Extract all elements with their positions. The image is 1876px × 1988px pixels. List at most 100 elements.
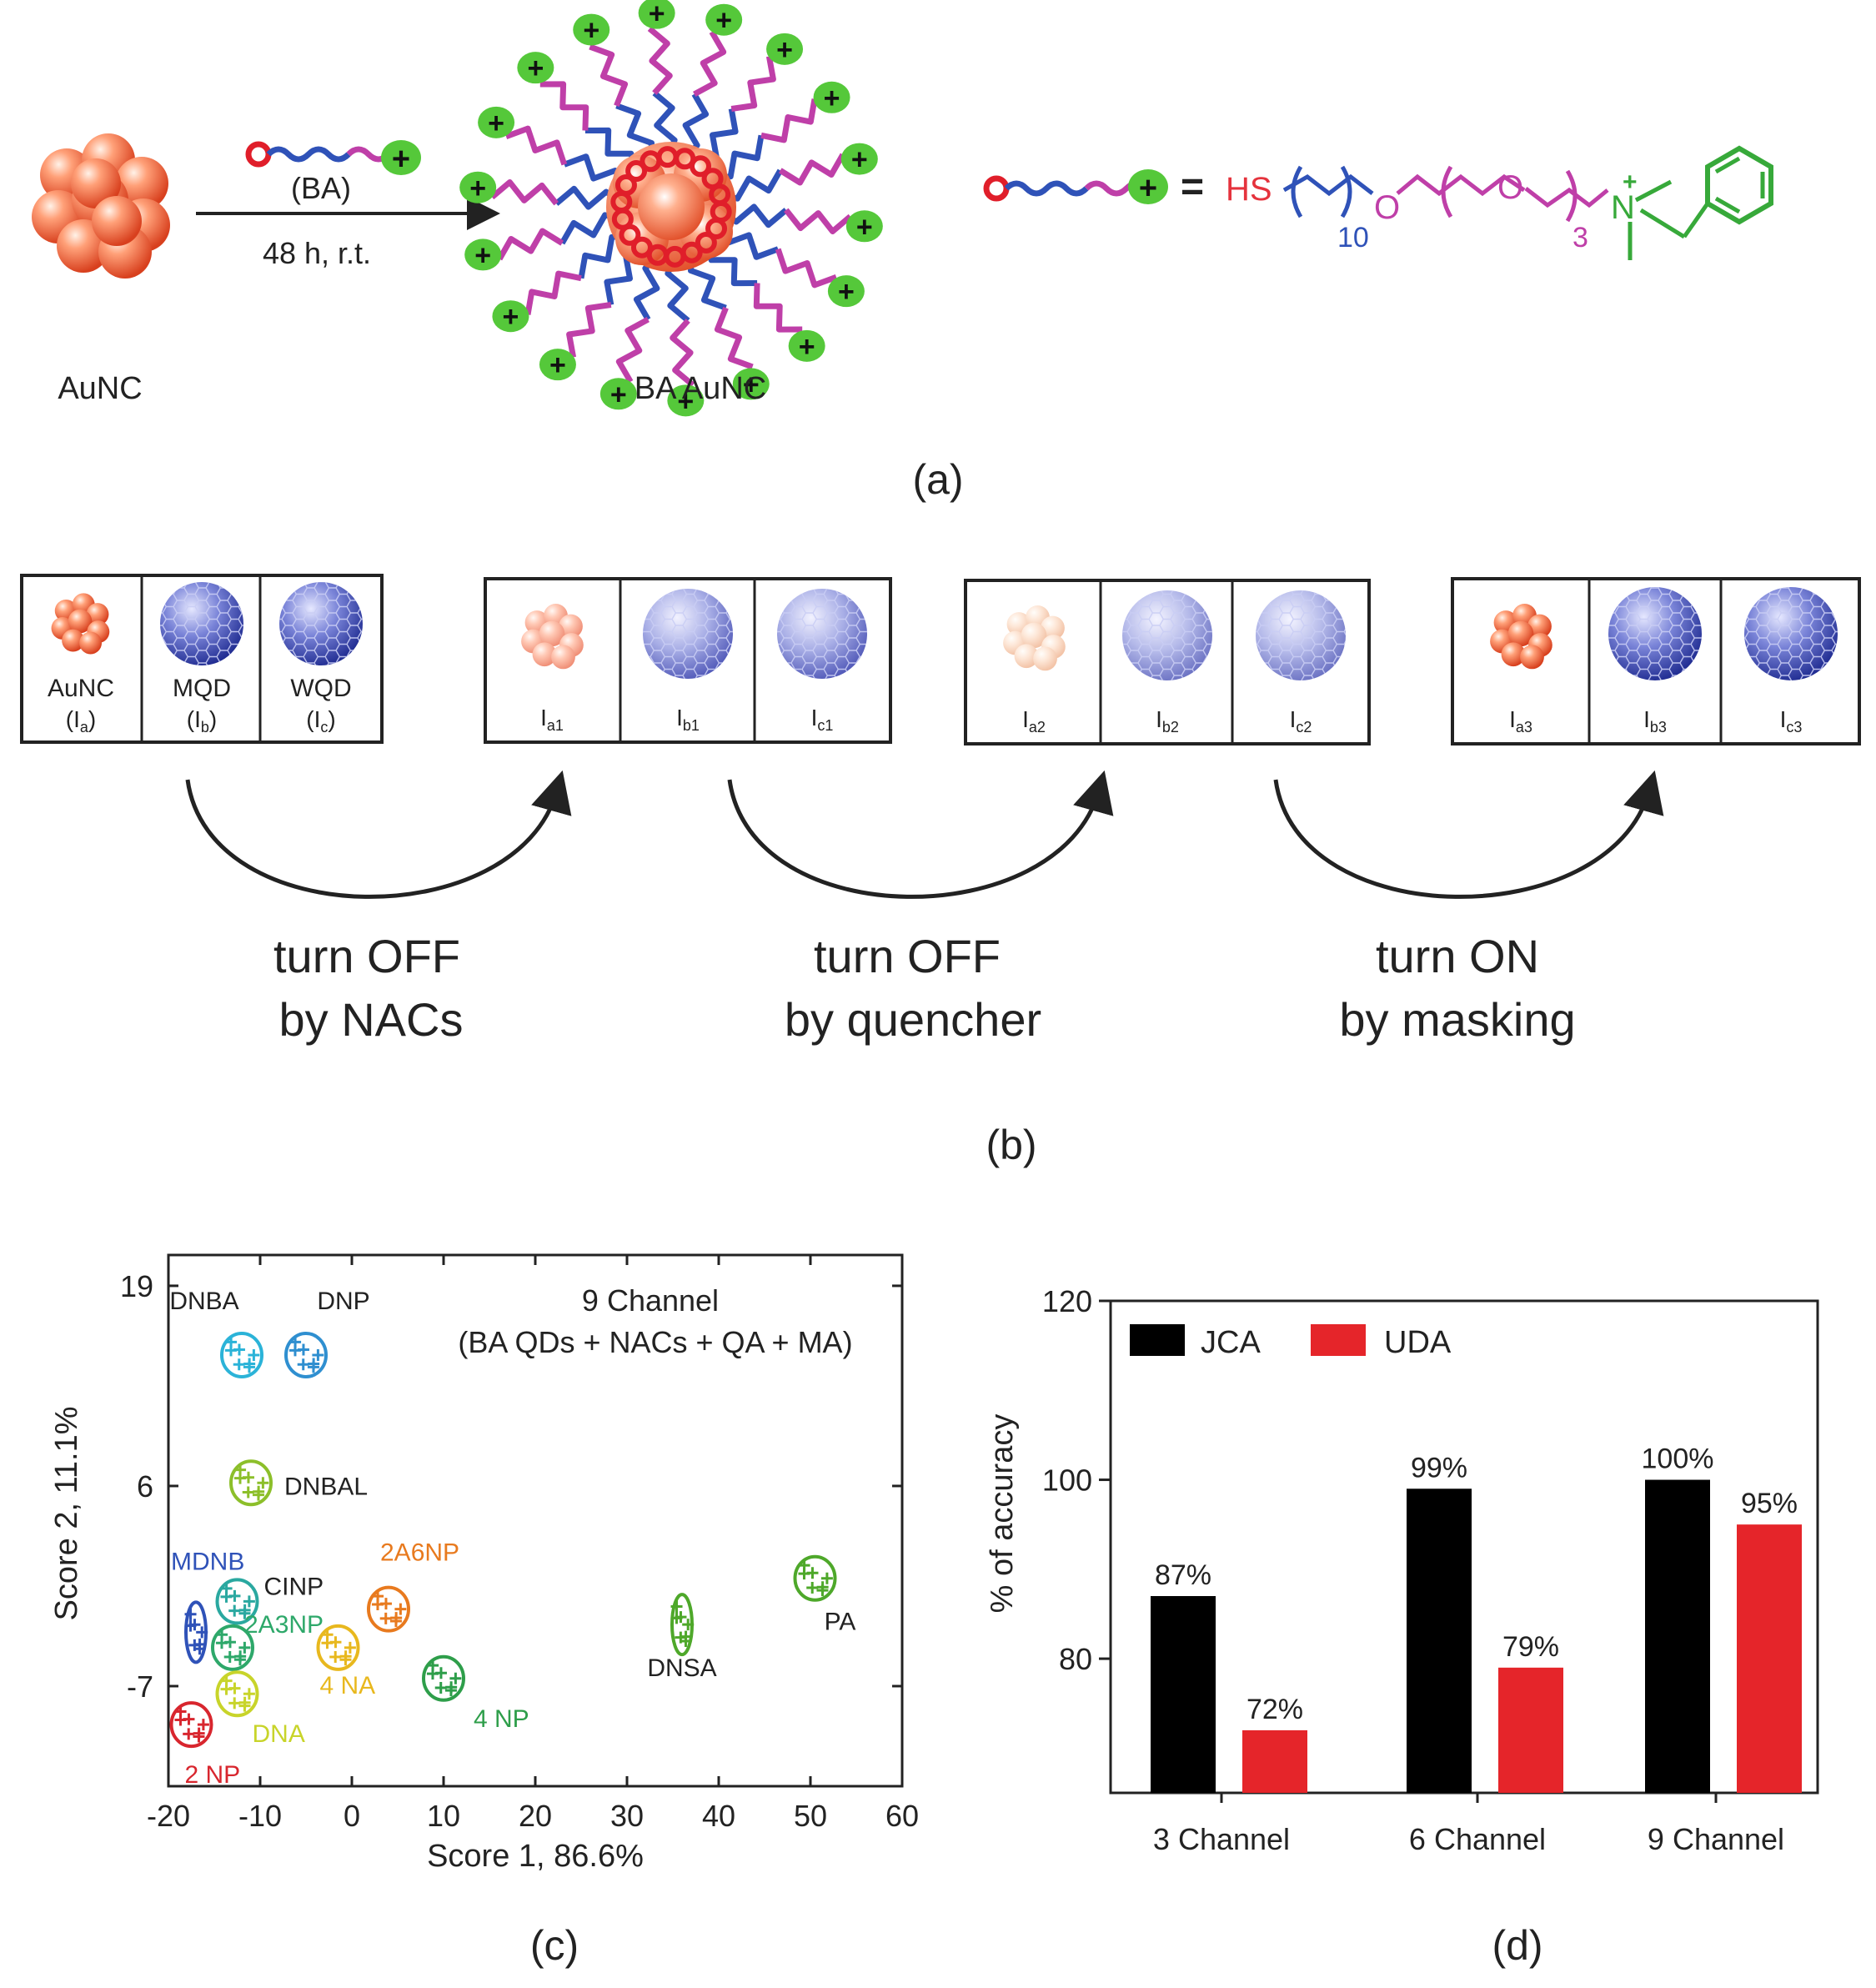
ic-label: (Ic) [306,706,335,735]
cluster-point [174,1705,187,1718]
cluster-label: 4 NP [474,1705,529,1733]
hs-label: HS [1226,171,1272,208]
cluster-point [297,1343,309,1356]
svg-text:+: + [776,34,793,66]
cluster-point [434,1681,447,1694]
wqd-box-label: WQD [290,675,351,702]
cluster-mdnb: MDNB [171,1548,244,1664]
ligand-ray: + [703,241,825,363]
cluster-point [449,1672,462,1684]
caption-c: (c) [530,1922,579,1969]
bar-value-label: 99% [1411,1452,1467,1483]
cluster-point [243,1688,255,1700]
cluster-point [223,1636,236,1649]
thiol-anchor [695,231,717,254]
bar-uda-3-channel [1242,1729,1307,1793]
ia3-label: Ia3 [1509,706,1532,735]
step2-line1: turn OFF [814,930,1001,982]
accuracy-bars: 87% 72% 99% 79% 100% 95% [1151,1443,1802,1793]
cluster-label: 2A6NP [380,1539,459,1567]
ib2-label: Ib2 [1156,706,1179,735]
cluster-label: CINP [264,1573,324,1600]
cluster-point [243,1595,255,1608]
bar-value-label: 100% [1642,1443,1714,1475]
cluster-point [242,1471,254,1483]
svg-text:+: + [610,379,627,410]
conditions-label: 48 h, r.t. [263,236,371,270]
cluster-point [329,1651,342,1664]
cluster-point [682,1619,695,1631]
cluster-point [445,1681,458,1694]
x-tick-label: -10 [238,1799,282,1833]
score-plot-xlabel: Score 1, 86.6% [427,1839,644,1874]
cluster-point [390,1612,403,1624]
cluster-point [216,1629,228,1641]
caption-b: (b) [986,1122,1036,1168]
curved-arrow-2 [727,770,1114,899]
cluster-ellipse [220,1332,263,1379]
cluster-ellipse [215,1670,259,1718]
thiol-anchor [630,236,653,259]
cluster-label: DNSA [647,1654,716,1682]
category-label: 9 Channel [1648,1822,1784,1856]
svg-text:+: + [474,239,491,271]
svg-text:+: + [851,144,868,176]
ligand-ray: + [539,244,644,381]
cluster-point [188,1619,201,1631]
nitrogen-charge: + [1623,168,1638,196]
svg-text:+: + [549,349,566,381]
ib1-label: Ib1 [676,705,700,734]
state-box-quencher: Ia2 Ib2 Ic2 [964,579,1371,746]
cluster-dnba: DNBA [169,1288,263,1379]
ia1-label: Ia1 [540,705,564,734]
svg-text:+: + [677,385,694,417]
cluster-point [228,1682,241,1694]
cluster-point [220,1582,233,1594]
aunc-restored-icon [1490,604,1552,670]
equals-sign: = [1181,165,1204,209]
state-box-initial: AuNC MQD WQD (Ia) (Ib) (Ic) [20,574,384,744]
cluster-point [197,1719,209,1731]
cluster-point [233,1343,245,1356]
cluster-point [675,1611,687,1624]
step3-line2: by masking [1339,993,1575,1046]
cluster-point [238,1641,251,1654]
panel-c: -20 -10 0 10 20 30 40 50 60 19 6 -7 DNBA DNP DNBAL MDN… [49,1253,919,1969]
cluster-point [329,1636,342,1649]
cluster-dnsa: DNSA [647,1593,717,1682]
cluster-ellipse [211,1624,254,1671]
ba-aunc-icon: + + + + + + + + + + + + + + + + + + [459,0,883,417]
cluster-point [193,1638,206,1650]
ligand-ray: + [712,81,850,182]
cluster-ellipse [367,1585,410,1633]
mqd-dim1-icon [643,589,733,679]
aunc-cluster-icon [32,133,170,279]
cluster-point [242,1486,254,1499]
cluster-point [321,1629,334,1641]
cluster-ellipse [316,1624,360,1671]
x-tick-label: 50 [794,1799,827,1833]
ligand-legend-icon: + [983,169,1168,206]
score-plot-subtitle: (BA QDs + NACs + QA + MA) [458,1325,852,1359]
y-tick-label: 19 [120,1269,153,1303]
category-label: 6 Channel [1409,1822,1546,1856]
mqd-box-label: MQD [173,675,231,702]
ba-structure: HS 10 O O 3 N + [1226,145,1773,260]
ba-ligand-icon: + [245,140,421,177]
cluster-dnbal: DNBAL [229,1459,368,1507]
cluster-2np: 2 NP [169,1701,240,1789]
oxygen-1: O [1374,189,1400,226]
mqd-restored-icon [1608,587,1702,680]
category-label: 3 Channel [1153,1822,1290,1856]
x-tick-label: -20 [147,1799,190,1833]
cluster-point [228,1589,241,1602]
svg-text:+: + [469,173,486,204]
panel-d: 80 100 120 3 Channel 6 Channel 9 Channel 87% 7… [985,1284,1819,1969]
cluster-ellipse [215,1578,259,1625]
bar-jca-9-channel [1645,1479,1710,1793]
cluster-label: DNBA [169,1288,238,1315]
cluster-2a3np: 2A3NP [211,1611,324,1671]
state-box-masking: Ia3 Ib3 Ic3 [1451,577,1861,746]
cluster-dna: DNA [215,1670,305,1748]
